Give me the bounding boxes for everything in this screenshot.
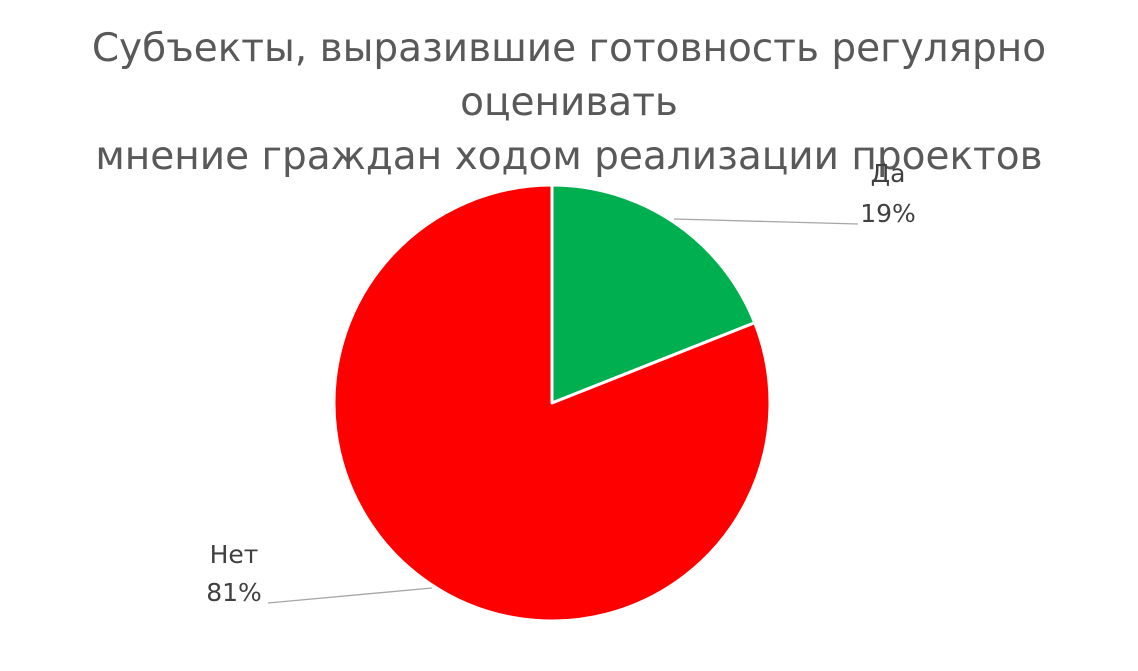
leader-line-net bbox=[267, 587, 433, 604]
data-label-value-net: 81% bbox=[206, 578, 262, 607]
chart-title-line-2: мнение граждан ходом реализации проектов bbox=[95, 134, 1043, 179]
chart-title-line-1: Субъекты, выразившие готовность регулярн… bbox=[91, 26, 1047, 125]
chart-title: Субъекты, выразившие готовность регулярн… bbox=[0, 22, 1138, 184]
pie-slice-net bbox=[332, 183, 772, 623]
leader-line-da bbox=[673, 218, 859, 225]
data-label-category-da: Да bbox=[871, 159, 906, 188]
data-label-category-net: Нет bbox=[210, 540, 259, 569]
data-label-value-da: 19% bbox=[860, 199, 916, 228]
pie-slice-da bbox=[550, 183, 757, 405]
